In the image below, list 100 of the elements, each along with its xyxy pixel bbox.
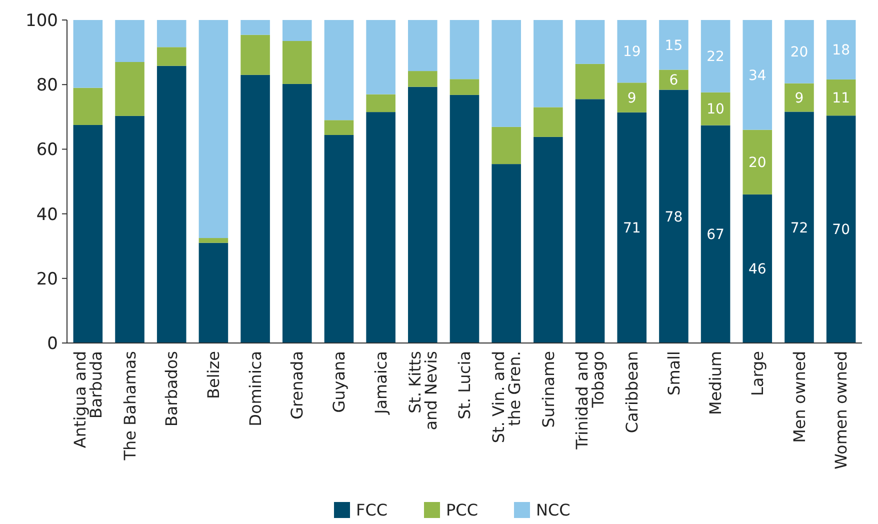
bar (366, 20, 396, 94)
x-tick-label: Barbados (162, 351, 182, 427)
bar (408, 71, 438, 87)
bar (240, 74, 270, 343)
legend-label: PCC (446, 500, 478, 520)
bar (534, 107, 563, 137)
x-tick-label: Grenada (288, 351, 307, 420)
bar (450, 94, 480, 343)
bar (700, 125, 730, 343)
bar (742, 130, 772, 194)
bar (659, 70, 688, 90)
x-tick-label: Guyana (330, 351, 349, 413)
y-tick-label: 0 (47, 334, 58, 354)
x-tick-label: St. Lucia (455, 351, 474, 420)
bar (73, 88, 103, 125)
x-tick-label: Jamaica (371, 351, 390, 415)
bar (450, 79, 480, 95)
bar (617, 112, 647, 343)
bar (534, 20, 563, 108)
bar (575, 99, 605, 343)
x-tick-label: St. Kitts and Nevis (405, 351, 440, 430)
x-tick-label: Trinidad and Tobago (572, 351, 608, 450)
x-tick-label: Suriname (538, 351, 558, 428)
y-tick-label: 40 (36, 204, 58, 225)
bar (324, 20, 354, 120)
bar (198, 20, 228, 238)
data-label: 70 (832, 222, 850, 238)
bar (534, 136, 563, 343)
x-tick-label: Large (748, 351, 767, 396)
data-label: 10 (706, 102, 724, 118)
bar (492, 164, 521, 343)
bar (240, 34, 270, 75)
bar (826, 79, 856, 116)
y-tick-label: 80 (36, 76, 58, 96)
x-tick-label: Small (664, 351, 684, 396)
legend-label: NCC (536, 500, 570, 520)
data-label: 20 (748, 155, 766, 172)
bar (575, 20, 605, 64)
data-label: 46 (748, 262, 766, 278)
y-tick-label: 100 (26, 10, 58, 31)
bar (492, 20, 521, 127)
bar (366, 112, 396, 343)
x-tick-label: The Bahamas (120, 351, 140, 462)
x-tick-label: Men owned (790, 351, 809, 443)
bar (742, 194, 772, 343)
bar (450, 20, 480, 80)
data-label: 67 (706, 227, 724, 244)
bar (492, 126, 521, 164)
bar (115, 116, 144, 343)
data-label: 9 (794, 90, 804, 106)
bar (115, 62, 144, 116)
data-label: 11 (832, 90, 850, 106)
bar (784, 112, 814, 343)
data-label: 71 (622, 220, 641, 237)
bar (156, 20, 186, 48)
bar (659, 20, 688, 70)
bar (198, 238, 228, 243)
bar (282, 84, 312, 343)
bar (617, 20, 647, 83)
bar (324, 120, 354, 135)
data-label: 22 (706, 49, 724, 66)
data-label: 20 (790, 44, 808, 61)
bar (700, 92, 730, 126)
bar (324, 134, 354, 343)
x-tick-label: Belize (204, 351, 224, 399)
bar (700, 20, 730, 92)
bar (408, 86, 438, 343)
legend-label: FCC (356, 500, 388, 520)
x-tick-label: St. Vin. and the Gren. (488, 351, 524, 444)
y-tick-label: 60 (36, 140, 58, 160)
bar (742, 20, 772, 130)
data-label: 15 (664, 38, 683, 54)
y-tick-label: 20 (36, 269, 58, 290)
x-tick-label: Dominica (246, 351, 265, 426)
bar (240, 20, 270, 35)
data-label: 72 (790, 220, 808, 236)
data-label: 6 (669, 72, 678, 89)
bar (826, 116, 856, 343)
bar (784, 83, 814, 112)
bar (575, 64, 605, 100)
data-label: 34 (748, 68, 766, 84)
data-label: 9 (627, 90, 636, 106)
x-tick-label: Medium (706, 351, 726, 415)
x-tick-label: Antigua and Barbuda (70, 351, 106, 448)
x-tick-label: Caribbean (622, 351, 642, 434)
data-label: 19 (622, 44, 641, 60)
bar (282, 40, 312, 84)
bar (366, 94, 396, 112)
bar (617, 82, 647, 112)
data-label: 78 (664, 209, 683, 226)
x-tick-label: Women owned (832, 351, 851, 470)
bar (156, 66, 186, 343)
data-label: 18 (832, 42, 850, 59)
bar (198, 242, 228, 343)
bar (115, 20, 144, 62)
bar (408, 20, 438, 72)
bar (156, 47, 186, 66)
bar (659, 90, 688, 343)
bar (73, 124, 103, 343)
bar (826, 20, 856, 80)
